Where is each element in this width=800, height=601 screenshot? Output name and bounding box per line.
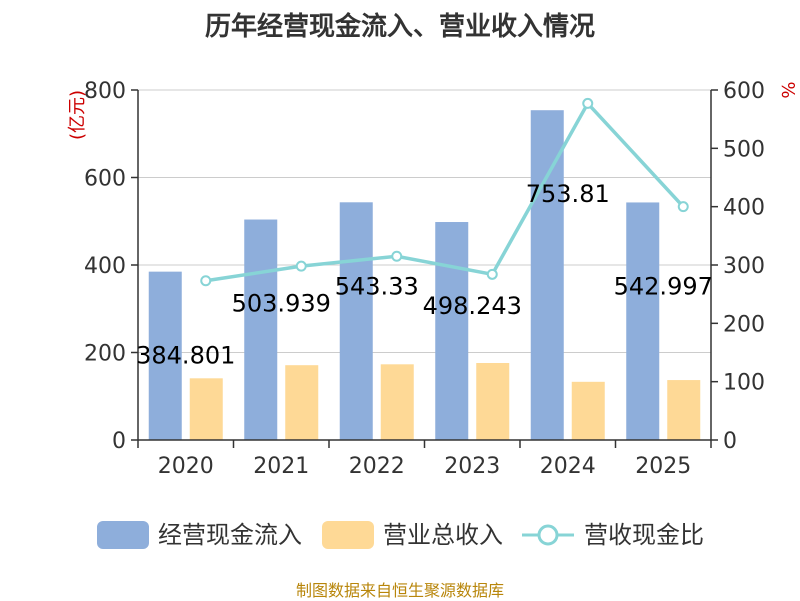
bar-revenue — [285, 365, 319, 440]
right-tick-label: 100 — [723, 371, 765, 396]
left-tick-label: 800 — [84, 79, 126, 104]
right-tick-label: 500 — [723, 137, 765, 162]
left-tick-label: 600 — [84, 167, 126, 192]
left-tick-label: 200 — [84, 342, 126, 367]
source-note: 制图数据来自恒生聚源数据库 — [295, 581, 504, 600]
data-label-cash-inflow: 503.939 — [232, 290, 331, 318]
right-tick-label: 300 — [723, 254, 765, 279]
legend-swatch-cash-inflow — [97, 521, 149, 549]
legend-label-ratio: 营收现金比 — [584, 521, 704, 549]
data-label-cash-inflow: 543.33 — [335, 272, 419, 300]
bar-cash-inflow — [435, 222, 469, 440]
data-label-cash-inflow: 498.243 — [423, 292, 522, 320]
ratio-point — [391, 250, 403, 262]
legend: 经营现金流入 营业总收入 营收现金比 — [97, 521, 704, 549]
chart-title: 历年经营现金流入、营业收入情况 — [204, 12, 595, 42]
right-tick-label: 400 — [723, 196, 765, 221]
x-tick-label: 2025 — [635, 454, 691, 479]
gridlines — [138, 89, 711, 353]
ratio-line — [205, 100, 685, 283]
right-tick-label: 200 — [723, 312, 765, 337]
data-label-cash-inflow: 542.997 — [614, 272, 713, 300]
ratio-point — [486, 268, 498, 280]
axes: 0 200 400 600 800 0 100 200 300 400 500 600 2020 2021… — [84, 79, 765, 479]
x-tick-label: 2022 — [349, 454, 405, 479]
x-tick-label: 2024 — [540, 454, 596, 479]
ratio-point — [582, 97, 594, 109]
left-tick-label: 400 — [84, 254, 126, 279]
right-tick-label: 600 — [723, 79, 765, 104]
ratio-point — [200, 275, 212, 287]
legend-label-cash-inflow: 经营现金流入 — [158, 521, 302, 549]
bar-revenue — [571, 381, 605, 440]
bar-cash-inflow — [530, 110, 564, 440]
right-tick-label: 0 — [723, 429, 737, 454]
bars — [148, 110, 701, 440]
ratio-point — [295, 260, 307, 272]
bar-revenue — [189, 378, 223, 440]
x-tick-label: 2023 — [444, 454, 500, 479]
data-label-cash-inflow: 384.801 — [136, 342, 235, 370]
legend-marker-ratio — [537, 524, 559, 546]
ratio-point — [677, 201, 689, 213]
bar-cash-inflow — [626, 202, 660, 440]
legend-swatch-revenue — [322, 521, 374, 549]
x-tick-label: 2020 — [158, 454, 214, 479]
x-tick-label: 2021 — [253, 454, 309, 479]
legend-label-revenue: 营业总收入 — [383, 521, 503, 549]
bar-cash-inflow — [339, 202, 373, 440]
data-label-cash-inflow: 753.81 — [526, 180, 610, 208]
bar-revenue — [380, 364, 414, 440]
bar-cash-inflow — [148, 271, 182, 440]
bar-cash-inflow — [244, 219, 278, 440]
bar-revenue — [476, 363, 510, 440]
bar-revenue — [667, 380, 701, 440]
left-axis-unit: (亿元) — [67, 90, 88, 140]
right-axis-unit: % — [777, 81, 798, 98]
ratio-line-series — [200, 97, 689, 287]
left-tick-label: 0 — [112, 429, 126, 454]
